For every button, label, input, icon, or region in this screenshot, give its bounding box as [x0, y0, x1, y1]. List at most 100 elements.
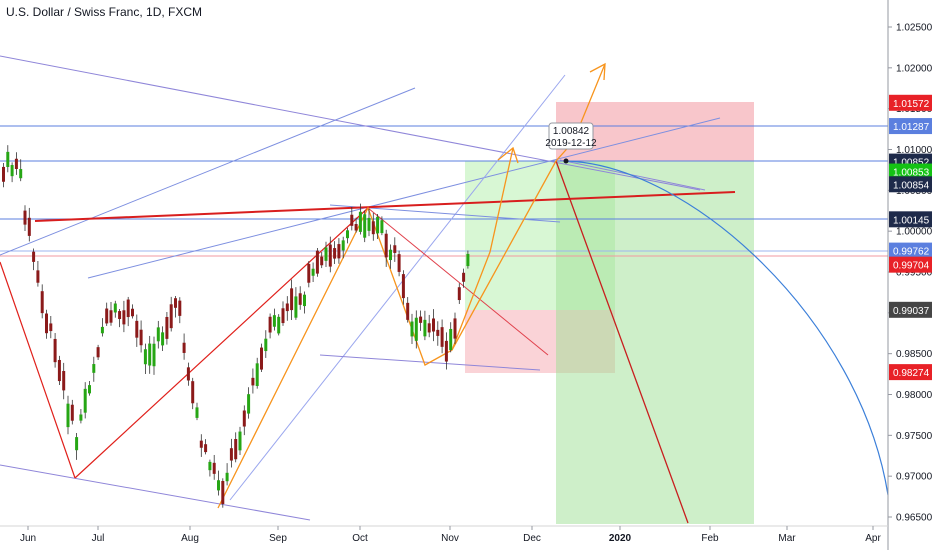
candle-body	[242, 410, 246, 427]
candle	[432, 309, 435, 342]
candle	[298, 286, 302, 310]
candle-body	[354, 224, 358, 231]
chart-title: U.S. Dollar / Swiss Franc, 1D, FXCM	[6, 5, 203, 19]
candle	[139, 320, 143, 353]
candle	[178, 297, 182, 324]
candle	[165, 312, 169, 345]
candle	[53, 332, 57, 368]
candle-body	[23, 210, 27, 225]
candle	[255, 357, 259, 389]
candle	[238, 426, 242, 456]
x-tick-label: Jun	[20, 533, 36, 544]
candle	[358, 203, 362, 235]
candle-body	[96, 347, 100, 358]
candle	[449, 322, 453, 353]
anchor-point	[563, 158, 569, 164]
x-tick-label: Nov	[441, 533, 459, 544]
candle-body	[113, 303, 117, 313]
candle	[436, 321, 440, 346]
candle	[96, 344, 100, 360]
candle-body	[371, 221, 375, 235]
candle	[307, 261, 311, 288]
candle	[328, 236, 332, 273]
candle-body	[88, 385, 91, 394]
tooltip-price: 1.00842	[553, 126, 590, 137]
short-profit-zone	[556, 161, 754, 524]
candle-body	[53, 338, 57, 363]
candle	[457, 283, 461, 304]
candle-body	[126, 299, 130, 318]
candle	[294, 287, 298, 320]
candle-body	[6, 151, 10, 167]
candle-body	[358, 211, 362, 232]
price-badge-label: 1.01287	[893, 122, 930, 133]
candle	[324, 241, 328, 267]
candle	[234, 432, 238, 463]
candle	[75, 432, 79, 460]
candle-body	[178, 300, 182, 316]
candle-body	[436, 329, 440, 336]
candle	[337, 238, 341, 264]
candle-body	[419, 316, 423, 323]
candle	[251, 368, 255, 394]
x-tick-label: Dec	[523, 533, 541, 544]
x-tick-label: Jul	[92, 533, 105, 544]
candle-body	[40, 291, 44, 314]
x-tick-label: Aug	[181, 533, 199, 544]
candle-body	[36, 270, 40, 283]
candle-body	[462, 272, 466, 282]
candle	[49, 315, 53, 339]
candle	[367, 208, 371, 237]
candle	[423, 310, 427, 341]
y-tick-label: 0.96500	[896, 513, 932, 524]
candle-body	[432, 318, 435, 332]
candle	[199, 434, 203, 457]
candle	[376, 214, 380, 239]
candle-body	[328, 244, 332, 267]
candle	[444, 332, 448, 370]
x-tick-label: Mar	[778, 533, 796, 544]
candle-body	[285, 303, 289, 312]
candle-body	[307, 263, 311, 283]
candle-body	[341, 240, 345, 251]
x-tick-label: Feb	[701, 533, 719, 544]
orange-arrowhead-2	[589, 62, 606, 81]
candle	[333, 241, 337, 265]
candle-body	[161, 332, 165, 346]
candle-body	[208, 461, 212, 471]
candle-body	[75, 437, 79, 451]
candle-body	[212, 462, 216, 474]
candle-body	[414, 317, 418, 341]
candle-body	[397, 254, 401, 272]
candle	[389, 244, 392, 269]
candle-body	[264, 338, 268, 352]
candle	[174, 296, 177, 318]
candle	[135, 314, 139, 347]
candle-body	[156, 327, 160, 342]
candle-body	[139, 329, 143, 346]
candle-body	[109, 310, 113, 323]
candle-body	[174, 298, 177, 308]
candle-body	[449, 328, 453, 350]
candle-body	[14, 158, 18, 169]
candle	[32, 248, 36, 271]
candle-body	[169, 304, 173, 329]
orange-arrowhead-1	[497, 146, 519, 164]
candle-body	[191, 381, 195, 404]
candle-body	[229, 448, 233, 461]
candle	[148, 335, 152, 374]
candle	[303, 291, 306, 314]
candle	[419, 310, 423, 331]
candle	[36, 260, 40, 287]
price-badge	[889, 163, 932, 180]
candle-body	[62, 371, 66, 391]
price-badge	[889, 118, 932, 135]
price-badge-label: 1.00145	[893, 215, 930, 226]
candle-body	[122, 310, 126, 325]
candle-body	[457, 287, 461, 301]
candle-body	[143, 349, 147, 365]
candle-body	[277, 316, 281, 334]
candle	[247, 387, 251, 419]
